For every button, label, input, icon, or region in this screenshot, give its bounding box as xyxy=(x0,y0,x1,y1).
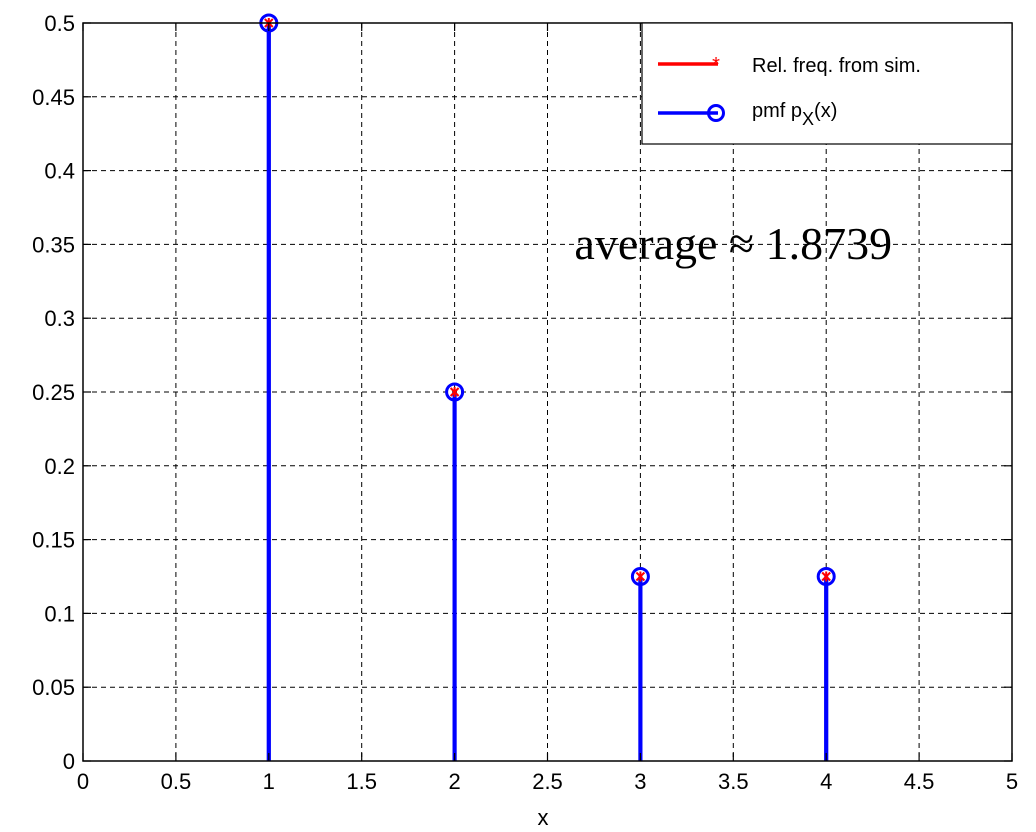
x-tick-label: 2.5 xyxy=(532,769,563,794)
plot-area xyxy=(259,13,836,761)
x-tick-label: 1 xyxy=(263,769,275,794)
x-tick-label: 0.5 xyxy=(161,769,192,794)
x-tick-label: 2 xyxy=(448,769,460,794)
sim-point-marker xyxy=(821,571,831,582)
pmf-point-marker xyxy=(630,567,650,586)
y-tick-label: 0.4 xyxy=(44,159,75,184)
x-tick-label: 1.5 xyxy=(346,769,377,794)
y-tick-label: 0.1 xyxy=(44,601,75,626)
legend-asterisk-marker: * xyxy=(712,54,720,76)
legend-label-pmf: pmf pX(x) xyxy=(752,100,837,129)
sim-point-marker xyxy=(449,387,460,397)
x-tick-label: 4 xyxy=(820,769,832,794)
x-tick-label: 5 xyxy=(1006,769,1018,794)
pmf-point-marker xyxy=(816,567,836,586)
y-tick-label: 0.2 xyxy=(44,454,75,479)
x-tick-label: 3.5 xyxy=(718,769,749,794)
x-tick-label: 3 xyxy=(634,769,646,794)
x-axis-label: x xyxy=(538,805,549,830)
average-annotation: average ≈ 1.8739 xyxy=(574,218,892,269)
x-tick-label: 4.5 xyxy=(904,769,935,794)
sim-point-marker xyxy=(635,571,646,582)
legend-box xyxy=(641,22,1013,145)
y-tick-label: 0.25 xyxy=(32,380,75,405)
y-tick-label: 0.15 xyxy=(32,528,75,553)
legend-circle-marker xyxy=(707,104,725,122)
x-tick-label: 0 xyxy=(77,769,89,794)
y-tick-label: 0 xyxy=(63,749,75,774)
legend: * Rel. freq. from sim. pmf pX(x) xyxy=(641,22,1013,145)
ticks: 0 0.5 1 1.5 2 2.5 3 3.5 4 4.5 5 0 0.05 0.1 0.15 0.2 0.25… xyxy=(32,11,1018,794)
y-tick-label: 0.05 xyxy=(32,675,75,700)
y-tick-label: 0.3 xyxy=(44,306,75,331)
y-tick-label: 0.5 xyxy=(44,11,75,36)
legend-label-sim: Rel. freq. from sim. xyxy=(752,55,921,77)
pmf-point-marker xyxy=(445,382,465,402)
y-tick-label: 0.35 xyxy=(32,232,75,257)
y-tick-label: 0.45 xyxy=(32,85,75,110)
